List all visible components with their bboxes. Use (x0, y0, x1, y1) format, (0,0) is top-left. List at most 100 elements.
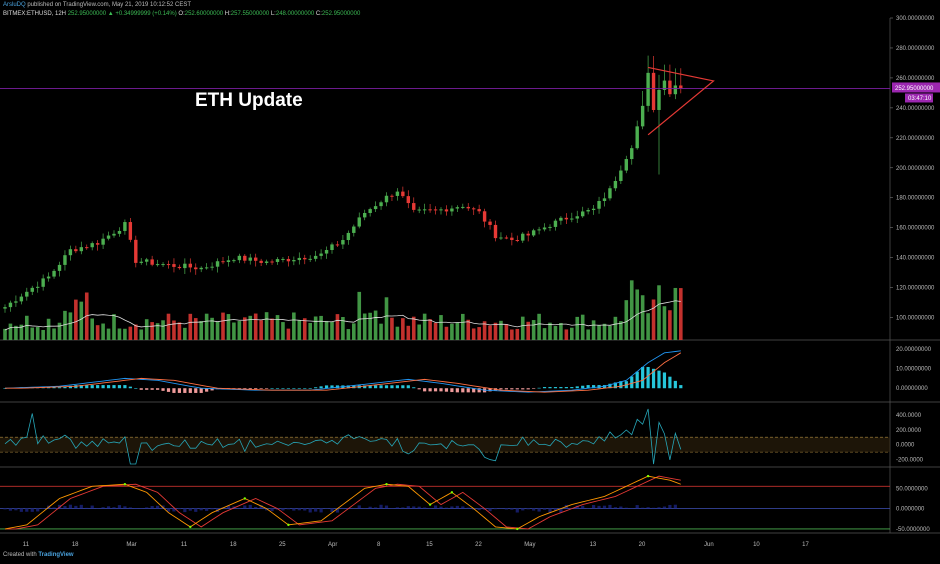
stoch-histogram-bar (608, 504, 612, 509)
tradingview-logo[interactable]: TradingView (38, 552, 74, 558)
macd-histogram-bar (532, 388, 536, 389)
stoch-histogram-bar (668, 504, 672, 509)
stoch-histogram-bar (619, 506, 623, 509)
stoch-histogram-bar (477, 508, 481, 511)
stoch-histogram-bar (14, 508, 18, 511)
candle-body (352, 226, 356, 233)
low-value: 248.00000000 (275, 11, 315, 17)
volume-bar (264, 312, 269, 340)
stoch-histogram-bar (384, 505, 389, 509)
macd-histogram-bar (406, 385, 410, 389)
candle-body (657, 89, 661, 110)
volume-bar (166, 313, 171, 340)
stoch-histogram-bar (254, 506, 258, 509)
stoch-histogram-bar (123, 506, 127, 509)
volume-bar (433, 322, 438, 340)
macd-histogram-bar (553, 387, 558, 389)
candle-body (439, 209, 443, 211)
candle-body (248, 257, 252, 261)
volume-bar (493, 322, 498, 340)
macd-histogram-bar (319, 386, 323, 389)
macd-histogram-bar (172, 388, 176, 393)
stoch-histogram-bar (177, 508, 181, 510)
candle-body (36, 286, 40, 288)
y-tick-label: 300.00000000 (896, 16, 935, 22)
candle-body (635, 126, 639, 149)
volume-bar (575, 316, 580, 340)
candle-body (504, 237, 509, 239)
volume-bar (657, 285, 661, 340)
stoch-histogram-bar (286, 508, 290, 510)
y-tick-label: 240.00000000 (896, 106, 935, 112)
y-tick-label: -200.0000 (896, 458, 924, 464)
volume-bar (504, 324, 509, 340)
stoch-histogram-bar (613, 507, 617, 509)
candle-body (275, 259, 280, 262)
volume-bar (586, 329, 590, 340)
macd-histogram-bar (188, 388, 192, 393)
stoch-histogram-bar (374, 507, 378, 509)
volume-bar (286, 328, 291, 340)
macd-histogram-bar (433, 388, 438, 392)
volume-bar (384, 297, 389, 340)
macd-histogram-bar (646, 366, 650, 389)
candle-body (461, 206, 465, 208)
stoch-histogram-bar (412, 506, 416, 509)
volume-bar (570, 327, 574, 340)
candle-body (112, 233, 116, 236)
macd-histogram-bar (297, 388, 301, 389)
candle-body (145, 259, 149, 262)
volume-bar (221, 312, 225, 340)
author-link[interactable]: ArsluDQ (3, 2, 26, 8)
stoch-histogram-bar (101, 507, 105, 509)
macd-histogram-bar (150, 388, 154, 390)
stoch-histogram-bar (199, 508, 203, 511)
x-tick-label: 22 (475, 542, 482, 548)
stoch-histogram-bar (455, 505, 459, 509)
candle-body (8, 302, 13, 308)
y-tick-label: -50.0000000 (896, 527, 930, 533)
candle-body (379, 202, 383, 207)
volume-bar (313, 316, 318, 340)
macd-histogram-bar (521, 388, 525, 390)
stoch-histogram-bar (63, 506, 67, 509)
candle-body (123, 222, 127, 231)
volume-bar (477, 327, 481, 340)
macd-histogram-bar (47, 387, 51, 389)
volume-bar (373, 310, 378, 340)
volume-bar (232, 322, 236, 340)
volume-bar (226, 314, 231, 340)
candle-body (668, 80, 672, 95)
volume-bar (63, 310, 67, 340)
macd-histogram-bar (504, 388, 508, 390)
y-tick-label: 200.0000 (896, 428, 922, 434)
macd-histogram-bar (564, 387, 568, 389)
candle-body (673, 85, 678, 95)
macd-histogram-bar (145, 388, 149, 390)
close-value: 252.95000000 (321, 11, 361, 17)
candle-body (199, 267, 203, 270)
volume-bar (559, 322, 563, 340)
macd-histogram-bar (390, 385, 394, 389)
stoch-histogram-bar (597, 505, 601, 509)
macd-histogram-bar (673, 380, 677, 389)
y-tick-label: 260.00000000 (896, 76, 935, 82)
stoch-histogram-bar (248, 504, 252, 509)
created-with: Created with (3, 552, 37, 558)
macd-histogram-bar (324, 385, 329, 389)
x-tick-label: Mar (126, 542, 136, 548)
macd-histogram-bar (635, 371, 639, 389)
candle-body (243, 255, 247, 261)
macd-histogram-bar (117, 385, 122, 389)
open-label: O: (178, 11, 185, 17)
macd-histogram-bar (417, 388, 421, 390)
stoch-histogram-bar (395, 507, 399, 509)
candle-body (63, 255, 67, 265)
stoch-histogram-bar (662, 506, 667, 509)
volume-bar (270, 318, 274, 340)
stoch-histogram-bar (292, 508, 296, 511)
volume-bar (324, 320, 329, 340)
stoch-histogram-bar (581, 505, 585, 509)
stoch-histogram-bar (575, 505, 579, 509)
